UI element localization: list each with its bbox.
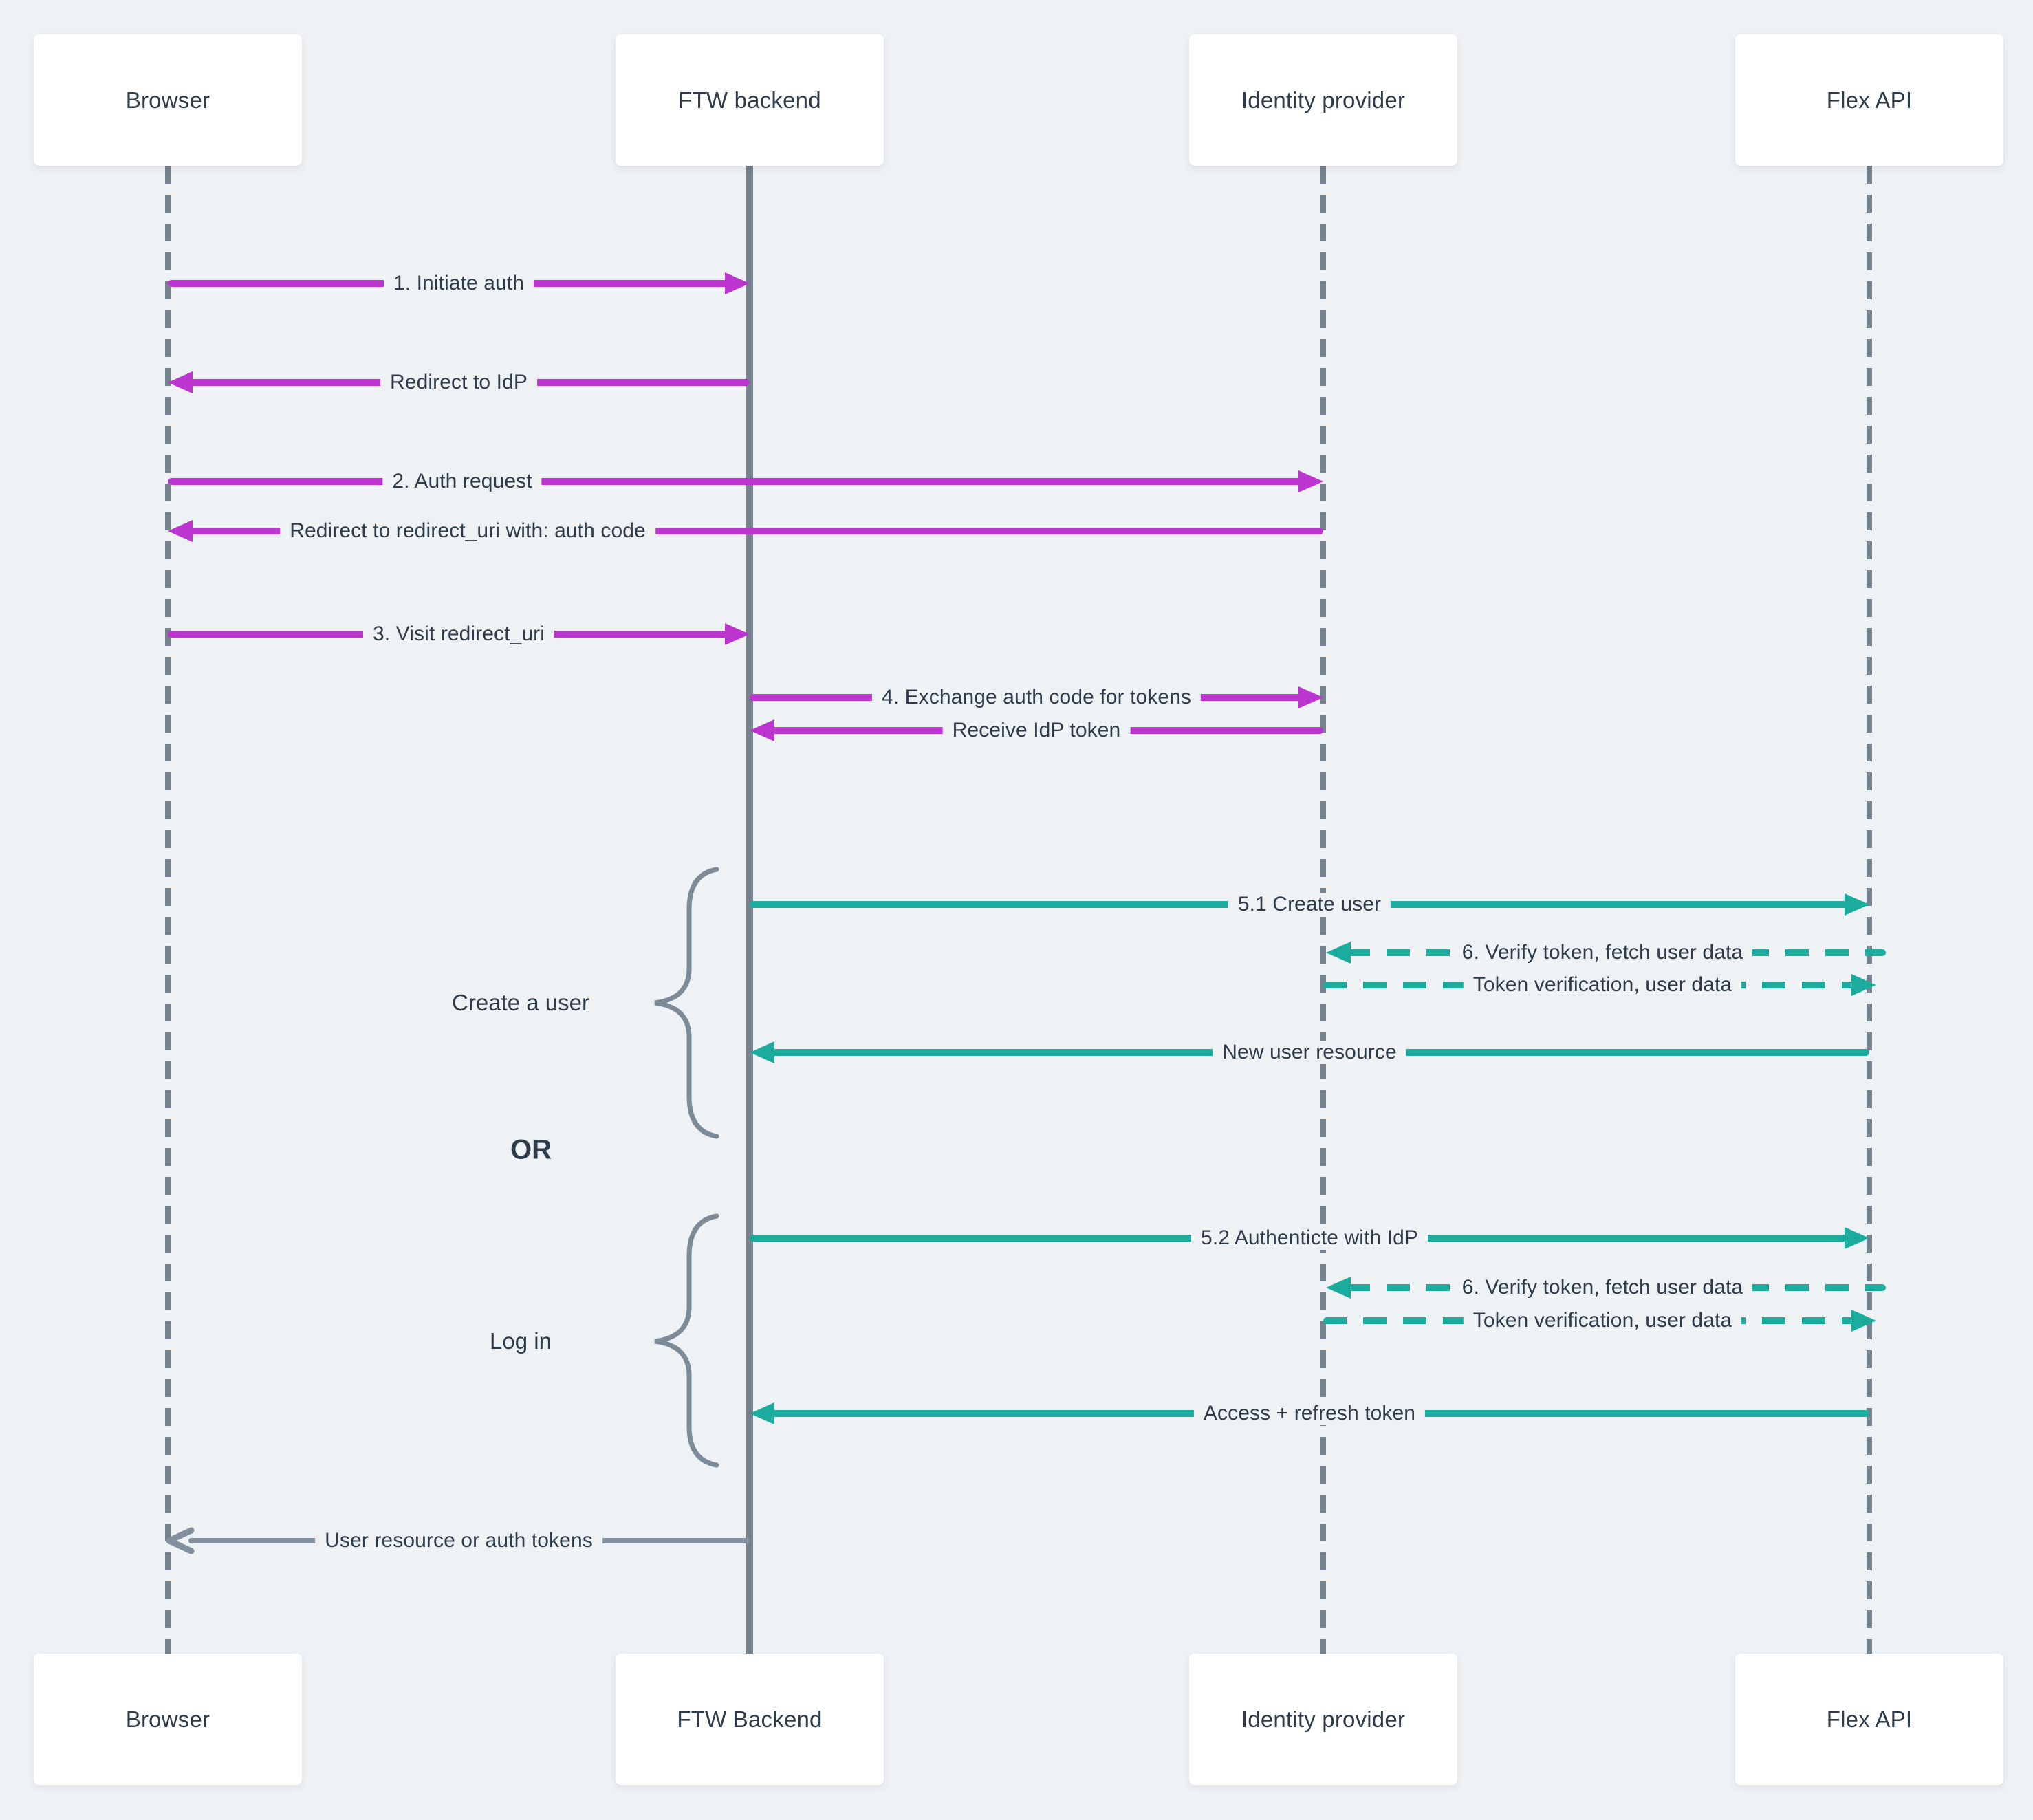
arrowhead-right-icon (1851, 974, 1876, 996)
message-label-4: 3. Visit redirect_uri (363, 622, 554, 646)
participant-label-ftw-backend-top: FTW backend (678, 87, 821, 113)
participant-label-ftw-backend-bottom: FTW Backend (677, 1706, 823, 1732)
message-label-8: 6. Verify token, fetch user data (1452, 941, 1753, 964)
participant-label-identity-provider-bottom: Identity provider (1241, 1706, 1406, 1732)
participant-box-identity-provider-bottom: Identity provider (1189, 1654, 1457, 1785)
brace-create-a-user (654, 867, 719, 1139)
message-label-7: 5.1 Create user (1228, 893, 1391, 916)
arrowhead-right-icon (1298, 470, 1323, 492)
participant-box-ftw-backend-top: FTW backend (616, 34, 884, 166)
section-label-or: OR (510, 1134, 552, 1165)
arrowhead-right-icon (725, 623, 750, 645)
arrowhead-right-icon (1845, 1227, 1869, 1249)
message-label-11: 5.2 Authenticte with IdP (1191, 1226, 1428, 1250)
section-label-create-a-user: Create a user (452, 990, 589, 1015)
participant-box-browser-bottom: Browser (34, 1654, 302, 1785)
message-label-15: User resource or auth tokens (315, 1529, 602, 1552)
participant-box-identity-provider-top: Identity provider (1189, 34, 1457, 166)
message-label-9: Token verification, user data (1463, 973, 1742, 997)
message-label-12: 6. Verify token, fetch user data (1452, 1276, 1753, 1299)
message-label-0: 1. Initiate auth (383, 272, 534, 295)
lifeline-ftw-backend (746, 166, 753, 1654)
lifeline-browser (165, 166, 171, 1654)
lifeline-flex-api (1867, 166, 1872, 1654)
arrowhead-left-icon (168, 371, 193, 393)
participant-box-ftw-backend-bottom: FTW Backend (616, 1654, 884, 1785)
arrowhead-left-icon (1326, 942, 1351, 964)
message-label-2: 2. Auth request (382, 470, 542, 493)
arrowhead-left-icon (1326, 1277, 1351, 1299)
arrowhead-left-icon (750, 1402, 774, 1424)
message-label-14: Access + refresh token (1193, 1402, 1426, 1425)
message-label-10: New user resource (1213, 1041, 1406, 1064)
participant-box-browser-top: Browser (34, 34, 302, 166)
message-label-13: Token verification, user data (1463, 1309, 1742, 1332)
participant-label-identity-provider-top: Identity provider (1241, 87, 1406, 113)
arrowhead-right-icon (1298, 686, 1323, 708)
arrowhead-right-icon (725, 272, 750, 294)
participant-box-flex-api-top: Flex API (1735, 34, 2003, 166)
section-label-log-in: Log in (490, 1328, 552, 1354)
arrowhead-left-icon (168, 520, 193, 542)
participant-label-browser-top: Browser (125, 87, 210, 113)
participant-label-flex-api-bottom: Flex API (1826, 1706, 1913, 1732)
arrowhead-right-icon (1851, 1310, 1876, 1332)
message-line-3 (188, 528, 1323, 534)
participant-label-browser-bottom: Browser (125, 1706, 210, 1732)
participant-label-flex-api-top: Flex API (1826, 87, 1913, 113)
brace-log-in (654, 1213, 719, 1468)
message-label-1: Redirect to IdP (380, 371, 537, 394)
arrowhead-left-icon (750, 1041, 774, 1063)
participant-box-flex-api-bottom: Flex API (1735, 1654, 2003, 1785)
message-label-6: Receive IdP token (942, 719, 1131, 742)
arrowhead-right-icon (1845, 893, 1869, 916)
message-line-2 (168, 478, 1303, 485)
message-label-5: 4. Exchange auth code for tokens (871, 686, 1202, 709)
arrowhead-left-icon (750, 719, 774, 741)
message-label-3: Redirect to redirect_uri with: auth code (280, 519, 655, 543)
